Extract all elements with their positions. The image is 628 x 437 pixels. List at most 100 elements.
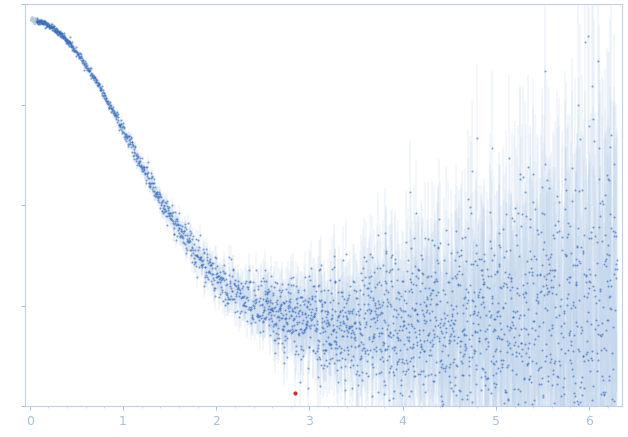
Point: [241, 277, 251, 284]
Point: [611, 429, 621, 436]
Point: [210, 284, 220, 291]
Point: [85, 65, 95, 72]
Point: [545, 350, 555, 357]
Point: [311, 325, 322, 332]
Point: [141, 163, 151, 170]
Point: [532, 293, 542, 300]
Point: [127, 141, 137, 148]
Point: [355, 329, 365, 336]
Point: [263, 311, 273, 318]
Point: [133, 160, 143, 166]
Point: [512, 308, 522, 315]
Point: [268, 292, 278, 299]
Point: [107, 108, 117, 115]
Point: [295, 319, 305, 326]
Point: [539, 291, 549, 298]
Point: [194, 263, 204, 270]
Point: [77, 54, 87, 61]
Point: [504, 327, 514, 334]
Point: [233, 284, 243, 291]
Point: [88, 74, 98, 81]
Point: [336, 349, 346, 356]
Point: [523, 164, 533, 171]
Point: [266, 305, 276, 312]
Point: [48, 24, 58, 31]
Point: [598, 304, 608, 311]
Point: [549, 359, 559, 366]
Point: [526, 247, 536, 254]
Point: [205, 255, 215, 262]
Point: [562, 301, 572, 308]
Point: [584, 122, 594, 129]
Point: [266, 273, 276, 280]
Point: [360, 347, 371, 354]
Point: [37, 18, 47, 25]
Point: [361, 319, 371, 326]
Point: [136, 164, 146, 171]
Point: [555, 362, 565, 369]
Point: [149, 193, 160, 200]
Point: [176, 228, 186, 235]
Point: [259, 307, 269, 314]
Point: [120, 135, 130, 142]
Point: [530, 206, 540, 213]
Point: [384, 397, 394, 404]
Point: [514, 253, 524, 260]
Point: [82, 66, 92, 73]
Point: [356, 353, 366, 360]
Point: [36, 19, 46, 26]
Point: [242, 285, 252, 292]
Point: [421, 372, 431, 379]
Point: [295, 332, 305, 339]
Point: [138, 163, 148, 170]
Point: [44, 24, 54, 31]
Point: [99, 92, 109, 99]
Point: [344, 291, 354, 298]
Point: [201, 268, 211, 275]
Point: [30, 17, 40, 24]
Point: [244, 305, 254, 312]
Point: [359, 282, 369, 289]
Point: [473, 294, 483, 301]
Point: [283, 304, 293, 311]
Point: [474, 291, 484, 298]
Point: [450, 382, 460, 389]
Point: [423, 294, 433, 301]
Point: [67, 47, 77, 54]
Point: [133, 154, 143, 161]
Point: [184, 236, 194, 243]
Point: [252, 312, 263, 319]
Point: [445, 337, 455, 344]
Point: [141, 177, 151, 184]
Point: [179, 227, 189, 234]
Point: [334, 312, 344, 319]
Point: [533, 366, 543, 373]
Point: [522, 279, 532, 286]
Point: [357, 331, 367, 338]
Point: [79, 66, 89, 73]
Point: [274, 292, 284, 299]
Point: [263, 289, 273, 296]
Point: [91, 76, 101, 83]
Point: [501, 409, 511, 416]
Point: [439, 256, 449, 263]
Point: [460, 343, 470, 350]
Point: [556, 323, 566, 329]
Point: [222, 291, 232, 298]
Point: [148, 187, 158, 194]
Point: [41, 20, 51, 27]
Point: [477, 272, 487, 279]
Point: [502, 396, 512, 403]
Point: [105, 103, 115, 110]
Point: [260, 316, 270, 323]
Point: [30, 19, 40, 26]
Point: [581, 279, 591, 286]
Point: [163, 207, 173, 214]
Point: [326, 315, 336, 322]
Point: [415, 287, 425, 294]
Point: [383, 342, 393, 349]
Point: [521, 399, 531, 406]
Point: [205, 262, 215, 269]
Point: [454, 263, 464, 270]
Point: [379, 391, 389, 398]
